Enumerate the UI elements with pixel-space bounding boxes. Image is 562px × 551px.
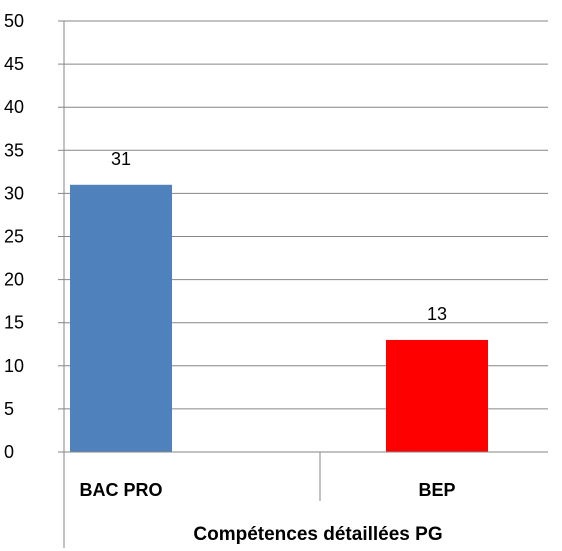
data-label: 31 [111, 149, 131, 169]
y-tick-label: 40 [4, 97, 24, 117]
data-label: 13 [427, 304, 447, 324]
y-tick-label: 15 [4, 313, 24, 333]
x-axis-title: Compétences détaillées PG [193, 524, 442, 545]
x-category-label: BAC PRO [79, 480, 162, 500]
y-tick-labels: 0 5 10 15 20 25 30 35 40 45 50 [4, 11, 24, 462]
y-tick-label: 50 [4, 11, 24, 31]
y-tick-label: 35 [4, 140, 24, 160]
axes [58, 20, 548, 548]
y-tick-label: 0 [4, 442, 14, 462]
bar-bac-pro [70, 184, 172, 452]
y-tick-label: 30 [4, 183, 24, 203]
x-category-label: BEP [418, 480, 455, 500]
bars [70, 184, 488, 452]
bar-bep [386, 339, 488, 452]
y-tick-label: 10 [4, 356, 24, 376]
y-tick-label: 25 [4, 227, 24, 247]
y-tick-label: 45 [4, 54, 24, 74]
x-category-labels: BAC PRO BEP [79, 480, 455, 500]
data-labels: 31 13 [111, 149, 447, 324]
y-tick-label: 20 [4, 270, 24, 290]
y-tick-label: 5 [4, 399, 14, 419]
